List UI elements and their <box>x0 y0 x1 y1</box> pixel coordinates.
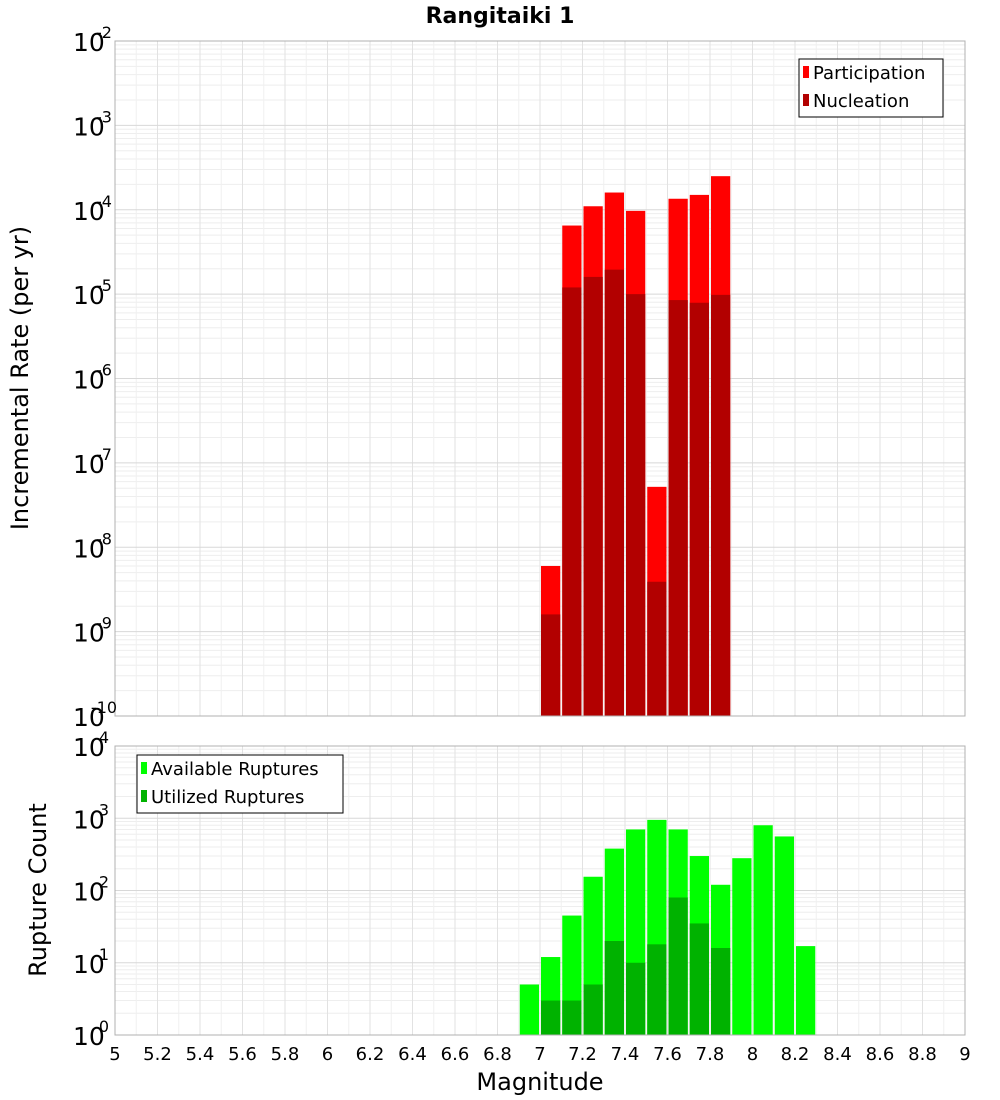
count-bar-available-ruptures <box>519 984 539 1035</box>
legend-label: Nucleation <box>813 91 909 112</box>
x-tick-label: 7.8 <box>696 1044 725 1065</box>
count-bar-available-ruptures <box>774 836 794 1035</box>
y-tick-label: 10 <box>73 112 105 141</box>
y-tick-label: 10 <box>73 878 105 907</box>
y-tick-exponent: 4 <box>99 728 109 747</box>
y-tick-label: 10 <box>73 1022 105 1051</box>
y-axis-label-count: Rupture Count <box>24 803 52 977</box>
rate-bar-nucleation <box>689 302 709 716</box>
y-tick-exponent: 2 <box>99 873 109 892</box>
count-bar-utilized-ruptures <box>541 1000 561 1035</box>
y-tick-label: 10 <box>73 703 105 732</box>
x-tick-label: 6.8 <box>483 1044 512 1065</box>
plot-frame <box>114 40 966 717</box>
y-tick-exponent: -10 <box>91 698 117 717</box>
count-bar-utilized-ruptures <box>711 948 731 1035</box>
rate-bar-nucleation <box>647 581 667 716</box>
x-tick-label: 5.4 <box>186 1044 215 1065</box>
x-tick-label: 7.2 <box>568 1044 597 1065</box>
x-tick-label: 7.4 <box>611 1044 640 1065</box>
y-tick-label: 10 <box>73 805 105 834</box>
x-tick-label: 5.2 <box>143 1044 172 1065</box>
y-tick-exponent: -8 <box>96 529 112 548</box>
x-tick-label: 8.2 <box>781 1044 810 1065</box>
x-tick-label: 9 <box>959 1044 970 1065</box>
y-tick-exponent: -2 <box>96 23 112 42</box>
count-bar-utilized-ruptures <box>689 923 709 1035</box>
rate-bar-nucleation <box>583 276 603 716</box>
rate-bar-nucleation <box>541 614 561 716</box>
legend-swatch <box>803 66 809 78</box>
rate-bar-nucleation <box>604 269 624 716</box>
legend-box <box>798 58 944 118</box>
chart-title: Rangitaiki 1 <box>426 4 575 29</box>
y-tick-exponent: 1 <box>99 945 109 964</box>
count-bar-utilized-ruptures <box>668 897 688 1035</box>
rate-bar-nucleation <box>626 294 646 716</box>
legend-count: Available Ruptures Utilized Ruptures <box>136 754 344 814</box>
count-bar-utilized-ruptures <box>583 984 603 1035</box>
y-tick-exponent: -6 <box>96 361 112 380</box>
y-tick-exponent: -4 <box>96 192 112 211</box>
legend-rate: Participation Nucleation <box>798 58 944 118</box>
count-bar-utilized-ruptures <box>647 944 667 1035</box>
y-tick-exponent: 3 <box>99 800 109 819</box>
y-tick-exponent: 0 <box>99 1017 109 1036</box>
legend-box <box>136 754 344 814</box>
x-tick-label: 7.6 <box>653 1044 682 1065</box>
x-tick-label: 6.2 <box>356 1044 385 1065</box>
count-bar-available-ruptures <box>753 825 773 1035</box>
x-tick-label: 7 <box>534 1044 545 1065</box>
x-tick-label: 5 <box>109 1044 120 1065</box>
legend-swatch <box>803 94 809 106</box>
count-bar-available-ruptures <box>732 858 752 1035</box>
x-tick-label: 8.6 <box>866 1044 895 1065</box>
x-tick-label: 6 <box>322 1044 333 1065</box>
rate-plot: 10-1010-910-810-710-610-510-410-310-2Par… <box>73 23 966 732</box>
plot-frame <box>114 745 966 1036</box>
count-bar-utilized-ruptures <box>562 1000 582 1035</box>
legend-label: Available Ruptures <box>151 759 319 780</box>
y-tick-exponent: -7 <box>96 445 112 464</box>
rate-bar-nucleation <box>562 287 582 716</box>
x-tick-label: 8 <box>747 1044 758 1065</box>
count-bar-available-ruptures <box>796 946 816 1035</box>
x-tick-label: 6.4 <box>398 1044 427 1065</box>
x-axis-label: Magnitude <box>476 1068 603 1096</box>
y-tick-label: 10 <box>73 619 105 648</box>
rate-bar-nucleation <box>711 294 731 716</box>
count-bar-utilized-ruptures <box>604 941 624 1035</box>
y-axis-label-rate: Incremental Rate (per yr) <box>6 226 34 530</box>
x-tick-label: 6.6 <box>441 1044 470 1065</box>
y-tick-label: 10 <box>73 534 105 563</box>
y-tick-label: 10 <box>73 950 105 979</box>
x-tick-label: 5.6 <box>228 1044 257 1065</box>
y-tick-label: 10 <box>73 197 105 226</box>
legend-swatch <box>141 762 147 774</box>
y-tick-exponent: -9 <box>96 614 112 633</box>
y-tick-exponent: -3 <box>96 107 112 126</box>
y-tick-label: 10 <box>73 28 105 57</box>
legend-label: Utilized Ruptures <box>151 787 304 808</box>
x-tick-label: 8.8 <box>908 1044 937 1065</box>
count-bar-utilized-ruptures <box>626 962 646 1035</box>
y-tick-label: 10 <box>73 450 105 479</box>
y-tick-label: 10 <box>73 281 105 310</box>
y-tick-label: 10 <box>73 366 105 395</box>
y-tick-exponent: -5 <box>96 276 112 295</box>
x-tick-label: 8.4 <box>823 1044 852 1065</box>
legend-swatch <box>141 790 147 802</box>
x-tick-label: 5.8 <box>271 1044 300 1065</box>
rate-bar-nucleation <box>668 300 688 716</box>
y-tick-label: 10 <box>73 733 105 762</box>
legend-label: Participation <box>813 63 925 84</box>
